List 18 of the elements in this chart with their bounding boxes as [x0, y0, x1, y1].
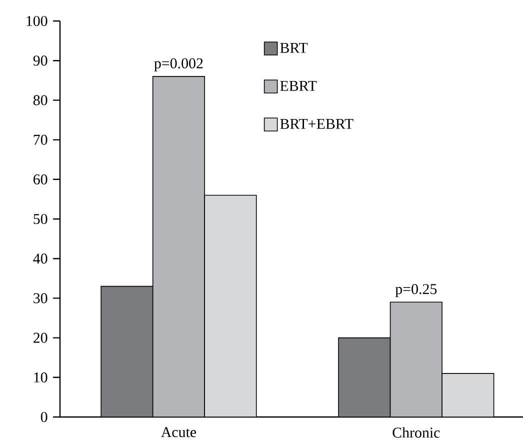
y-tick-label: 80: [33, 95, 48, 106]
annotation: p=0.002: [154, 58, 203, 72]
legend-label: BRT+EBRT: [280, 119, 354, 129]
y-tick-label: 50: [34, 214, 48, 224]
legend-label: EBRT: [280, 81, 317, 91]
x-tick-label: Acute: [161, 427, 196, 438]
y-tick-label: 0: [40, 412, 48, 422]
y-tick-label: 70: [34, 134, 48, 145]
y-tick-label: 90: [33, 56, 48, 66]
y-tick-label: 30: [34, 293, 48, 304]
legend-label: BRT: [280, 42, 308, 53]
y-tick-label: 40: [33, 254, 48, 264]
x-tick-label: Chronic: [392, 427, 440, 438]
y-tick-label: 20: [34, 332, 48, 343]
annotation: p=0.25: [395, 284, 437, 298]
y-tick-label: 60: [34, 174, 48, 184]
y-tick-label: 100: [26, 16, 48, 26]
y-tick-label: 10: [34, 372, 48, 382]
